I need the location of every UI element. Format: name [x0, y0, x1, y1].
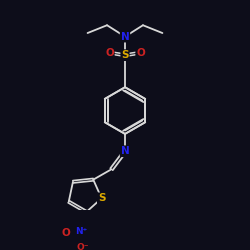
Text: S: S — [121, 50, 129, 60]
Text: S: S — [98, 193, 105, 203]
Text: N⁺: N⁺ — [75, 227, 87, 236]
Text: O: O — [61, 228, 70, 238]
Text: O⁻: O⁻ — [76, 243, 89, 250]
Text: N: N — [120, 146, 130, 156]
Text: N: N — [120, 32, 130, 42]
Text: O: O — [136, 48, 145, 58]
Text: O: O — [105, 48, 114, 58]
